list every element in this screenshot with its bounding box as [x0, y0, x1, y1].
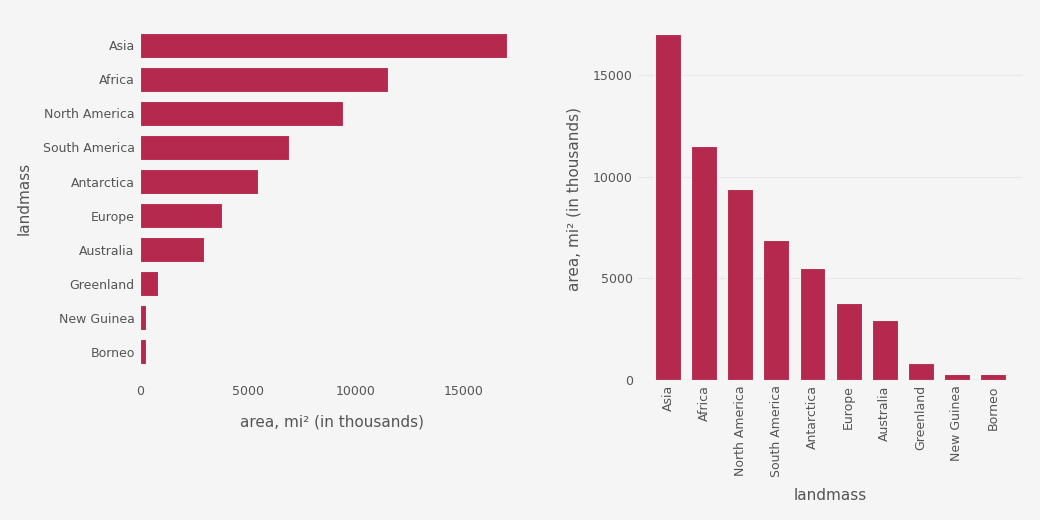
Bar — [139, 271, 158, 296]
Bar — [908, 363, 934, 380]
Bar — [727, 189, 753, 380]
Bar — [655, 34, 681, 380]
Bar — [139, 33, 506, 58]
Y-axis label: landmass: landmass — [17, 162, 31, 235]
Bar — [139, 170, 259, 194]
Bar — [139, 203, 222, 228]
Bar — [763, 240, 789, 380]
Bar — [139, 101, 343, 126]
Bar — [139, 340, 146, 364]
Bar — [139, 305, 147, 330]
Bar — [692, 146, 718, 380]
Bar — [835, 303, 861, 380]
Bar — [139, 135, 289, 160]
X-axis label: area, mi² (in thousands): area, mi² (in thousands) — [240, 415, 424, 430]
Bar — [139, 67, 388, 92]
X-axis label: landmass: landmass — [794, 488, 867, 503]
Bar — [980, 374, 1006, 380]
Bar — [139, 237, 204, 262]
Bar — [943, 374, 969, 380]
Bar — [872, 320, 898, 380]
Y-axis label: area, mi² (in thousands): area, mi² (in thousands) — [567, 107, 582, 291]
Bar — [800, 268, 826, 380]
